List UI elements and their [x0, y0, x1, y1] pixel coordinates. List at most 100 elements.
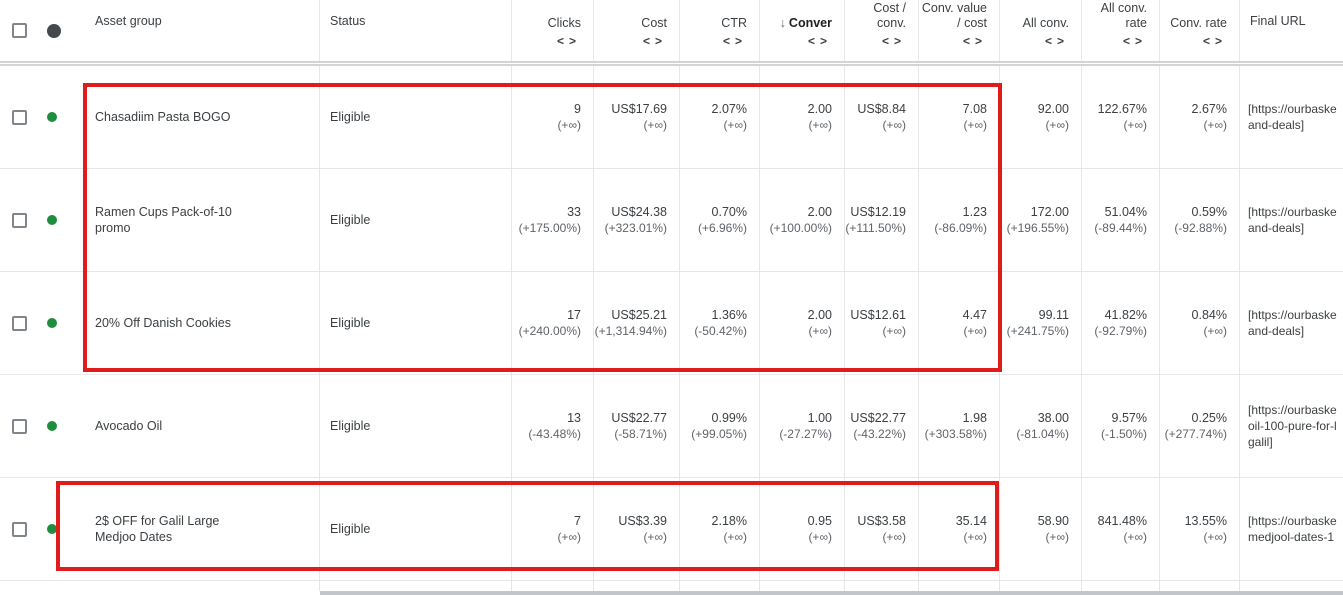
final-url-line: and-deals] — [1248, 221, 1305, 235]
col-header-conv-rate[interactable]: Conv. rate <> — [1160, 0, 1240, 61]
conv-value-per-cost-cell: 4.47 (+∞) — [919, 272, 1000, 374]
row-checkbox[interactable] — [12, 521, 27, 537]
metric-value: US$25.21 — [611, 308, 667, 322]
clicks-cell: 33 (+175.00%) — [512, 169, 594, 271]
status-cell: Eligible — [320, 272, 512, 374]
final-url-line: medjool-dates-1 — [1248, 530, 1335, 544]
asset-group-name[interactable]: Avocado Oil — [95, 419, 163, 433]
metric-delta: (-1.50%) — [1100, 427, 1147, 441]
metric-value: 58.90 — [1037, 514, 1069, 528]
row-status-dot-cell — [45, 169, 85, 271]
horizontal-scrollbar[interactable] — [320, 591, 1343, 595]
col-header-ctr[interactable]: CTR <> — [680, 0, 760, 61]
col-header-cost[interactable]: Cost <> — [594, 0, 680, 61]
metric-delta: (+∞) — [643, 530, 667, 544]
asset-group-name-cell[interactable]: Avocado Oil — [85, 375, 320, 477]
col-header-cost-per-conv[interactable]: Cost / conv. <> — [845, 0, 919, 61]
col-header-status[interactable]: Status — [320, 0, 512, 61]
table-row: Ramen Cups Pack-of-10 promo Eligible 33 … — [0, 169, 1343, 272]
ctr-cell: 2.18% (+∞) — [680, 478, 760, 580]
asset-group-name[interactable]: 20% Off Danish Cookies — [95, 316, 231, 330]
asset-group-name[interactable]: 2$ OFF for Galil Large Medjoo Dates — [95, 514, 220, 544]
conversions-cell: 0.95 (+∞) — [760, 478, 845, 580]
col-header-conv-value-per-cost[interactable]: Conv. value / cost <> — [919, 0, 1000, 61]
cost-per-conv-cell: US$22.77 (-43.22%) — [845, 375, 919, 477]
status-cell: Eligible — [320, 66, 512, 168]
metric-value: 92.00 — [1037, 102, 1069, 116]
asset-group-name[interactable]: Chasadiim Pasta BOGO — [95, 110, 231, 124]
col-header-conversions[interactable]: ↓ Conver <> — [760, 0, 845, 61]
metric-value: 1.36% — [711, 308, 747, 322]
row-status-dot-cell — [45, 375, 85, 477]
metric-delta: (+111.50%) — [845, 221, 906, 235]
final-url-cell: [https://ourbaske and-deals] — [1240, 169, 1343, 271]
asset-group-name[interactable]: Ramen Cups Pack-of-10 promo — [95, 205, 232, 235]
final-url-line: [https://ourbaske — [1248, 102, 1337, 116]
metric-value: 2.18% — [711, 514, 747, 528]
metric-delta: (+∞) — [723, 118, 747, 132]
metric-delta: (+∞) — [1203, 118, 1227, 132]
metric-delta: (-81.04%) — [1016, 427, 1069, 441]
metric-value: 7.08 — [962, 102, 987, 116]
row-checkbox[interactable] — [12, 109, 27, 125]
metric-value: US$8.84 — [857, 102, 906, 116]
metric-value: US$3.58 — [857, 514, 906, 528]
metric-delta: (+∞) — [808, 530, 832, 544]
conversions-cell: 2.00 (+∞) — [760, 272, 845, 374]
metric-delta: (+∞) — [808, 324, 832, 338]
final-url-line: [https://ourbaske — [1248, 205, 1337, 219]
conv-value-per-cost-cell: 7.08 (+∞) — [919, 66, 1000, 168]
row-checkbox[interactable] — [12, 418, 27, 434]
metric-delta: (+∞) — [1045, 530, 1069, 544]
col-header-all-conv-rate[interactable]: All conv. rate <> — [1082, 0, 1160, 61]
asset-group-name-cell[interactable]: Ramen Cups Pack-of-10 promo — [85, 169, 320, 271]
col-header-asset-group[interactable]: Asset group — [85, 0, 320, 61]
col-header-all-conv[interactable]: All conv. <> — [1000, 0, 1082, 61]
metric-value: 38.00 — [1037, 411, 1069, 425]
cost-per-conv-cell: US$12.19 (+111.50%) — [845, 169, 919, 271]
metric-delta: (+∞) — [723, 530, 747, 544]
final-url-cell: [https://ourbaske medjool-dates-1 — [1240, 478, 1343, 580]
metric-value: 2.00 — [807, 205, 832, 219]
col-header-final-url[interactable]: Final URL — [1250, 14, 1306, 28]
clicks-cell: 9 (+∞) — [512, 66, 594, 168]
select-all-checkbox[interactable] — [12, 23, 27, 38]
metric-value: 2.00 — [807, 308, 832, 322]
final-url-cell: [https://ourbaske and-deals] — [1240, 66, 1343, 168]
metric-delta: (+∞) — [1203, 530, 1227, 544]
enabled-status-dot-icon — [47, 318, 57, 328]
compare-columns-icon: <> — [722, 34, 747, 48]
cost-cell: US$17.69 (+∞) — [594, 66, 680, 168]
metric-value: 51.04% — [1104, 205, 1147, 219]
compare-columns-icon: <> — [962, 34, 987, 48]
status-cell: Eligible — [320, 478, 512, 580]
asset-group-name-cell[interactable]: Chasadiim Pasta BOGO — [85, 66, 320, 168]
metric-delta: (+∞) — [808, 118, 832, 132]
row-select-cell — [0, 169, 45, 271]
cost-per-conv-cell: US$12.61 (+∞) — [845, 272, 919, 374]
metric-delta: (+303.58%) — [924, 427, 987, 441]
conv-rate-cell: 0.84% (+∞) — [1160, 272, 1240, 374]
metric-delta: (-43.48%) — [528, 427, 581, 441]
metric-delta: (-92.79%) — [1094, 324, 1147, 338]
metric-delta: (+323.01%) — [604, 221, 667, 235]
col-header-clicks[interactable]: Clicks <> — [512, 0, 594, 61]
metric-value: 7 — [574, 514, 581, 528]
metric-delta: (+∞) — [1045, 118, 1069, 132]
metric-value: US$22.77 — [850, 411, 906, 425]
row-checkbox[interactable] — [12, 315, 27, 331]
metric-value: 41.82% — [1104, 308, 1147, 322]
all-conv-cell: 58.90 (+∞) — [1000, 478, 1082, 580]
row-select-cell — [0, 66, 45, 168]
metric-delta: (-50.42%) — [694, 324, 747, 338]
conversions-cell: 2.00 (+∞) — [760, 66, 845, 168]
metric-delta: (-27.27%) — [779, 427, 832, 441]
row-checkbox[interactable] — [12, 212, 27, 228]
metric-delta: (+∞) — [557, 118, 581, 132]
metric-delta: (+∞) — [963, 324, 987, 338]
metric-value: 0.99% — [711, 411, 747, 425]
clicks-cell: 17 (+240.00%) — [512, 272, 594, 374]
asset-group-name-cell[interactable]: 20% Off Danish Cookies — [85, 272, 320, 374]
asset-group-name-cell[interactable]: 2$ OFF for Galil Large Medjoo Dates — [85, 478, 320, 580]
metric-value: 35.14 — [955, 514, 987, 528]
